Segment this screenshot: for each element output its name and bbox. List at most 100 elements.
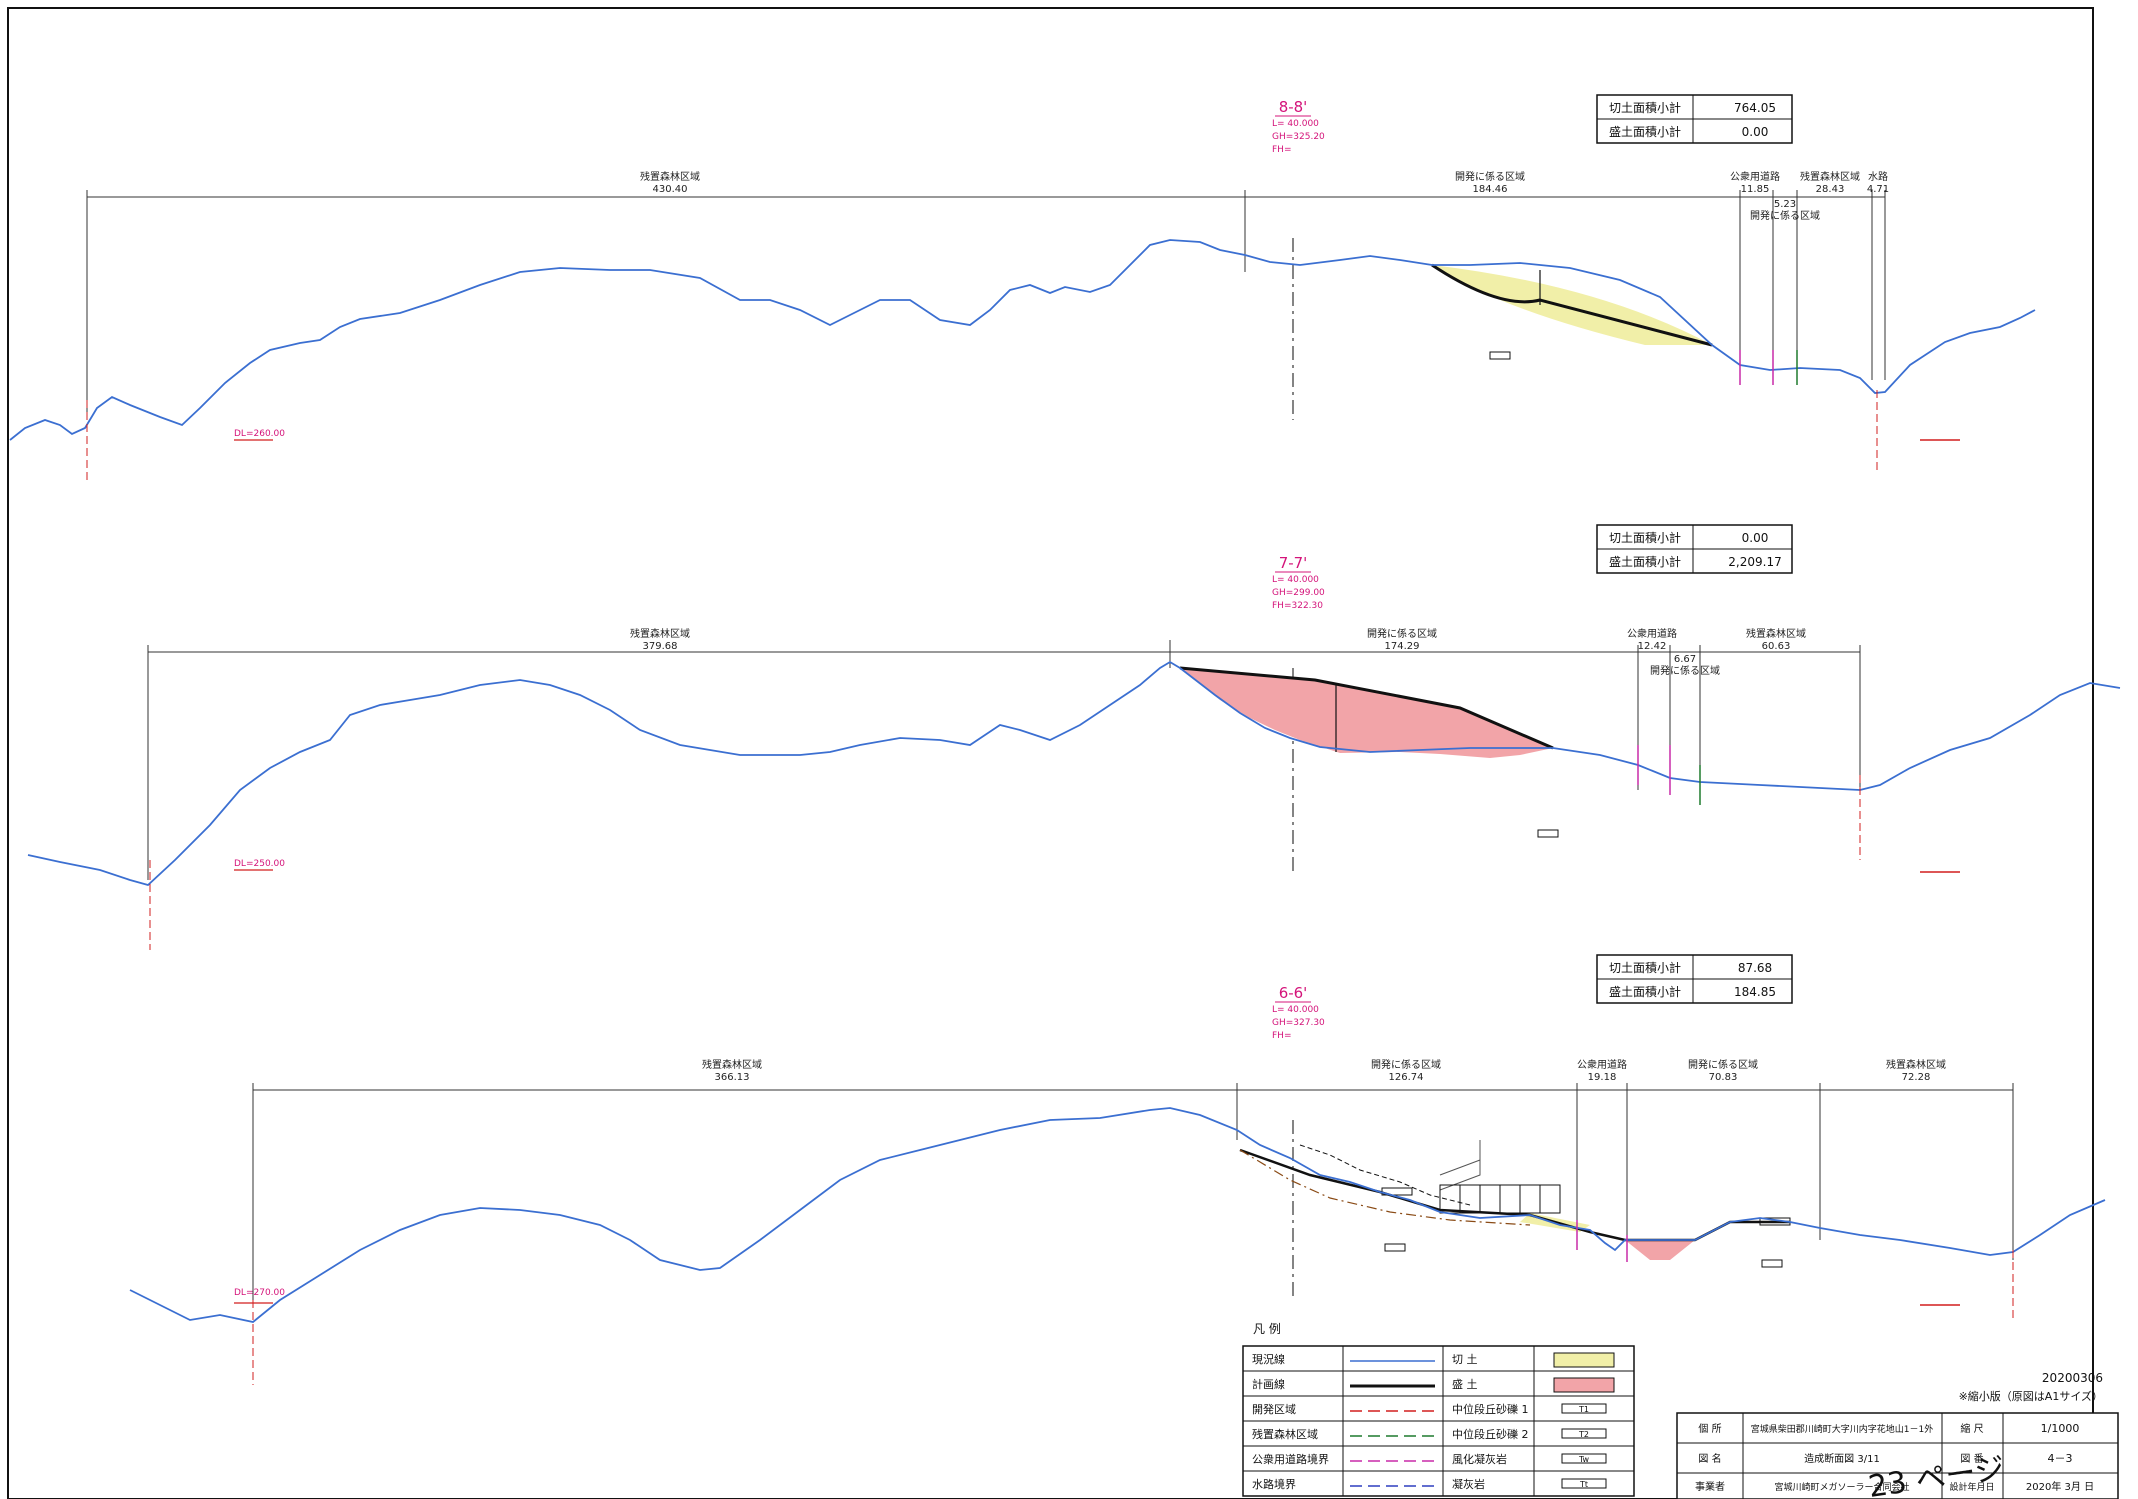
sheet-border (7, 7, 2094, 1499)
zone-label: 公衆用道路 (1730, 170, 1780, 183)
section-length: L= 40.000 (1272, 575, 1319, 585)
scale-value: 1/1000 (2041, 1422, 2080, 1435)
existing-ground-line (9, 239, 2036, 441)
cut-area (1432, 265, 1712, 345)
zone-distance: 12.42 (1638, 641, 1667, 652)
legend-tuff: 凝灰岩 (1452, 1477, 1485, 1491)
legend-water-boundary: 水路境界 (1252, 1477, 1296, 1491)
legend-plan-line: 計画線 (1252, 1377, 1285, 1391)
zone-distance: 11.85 (1741, 184, 1770, 195)
design-date-value: 2020年 3月 日 (2026, 1480, 2094, 1493)
zone-distance: 126.74 (1389, 1072, 1424, 1083)
existing-ground-line (129, 1107, 2106, 1323)
fill-area-value: 184.85 (1734, 985, 1776, 999)
zone-label: 残置森林区域 (1800, 170, 1860, 183)
drawing-name-value: 造成断面図 3/11 (1804, 1452, 1880, 1465)
geology-symbol (1537, 829, 1559, 838)
section-fh: FH=322.30 (1272, 601, 1323, 611)
scale-label: 縮 尺 (1960, 1422, 1983, 1435)
section-name: 7-7' (1279, 554, 1308, 572)
section-name: 6-6' (1279, 984, 1308, 1002)
fill-area-label: 盛土面積小計 (1609, 554, 1681, 569)
zone-label: 開発に係る区域 (1367, 627, 1437, 640)
section-7-7: 7-7' L= 40.000 GH=299.00 FH=322.30 切土面積小… (27, 524, 2121, 950)
cut-area-label: 切土面積小計 (1609, 530, 1681, 545)
zone-dimension-line (147, 640, 1861, 880)
fill-area (1625, 1240, 1695, 1260)
zone-label: 開発に係る区域 (1750, 209, 1820, 222)
zone-distance: 70.83 (1709, 1072, 1738, 1083)
area-summary-table: 切土面積小計 0.00 盛土面積小計 2,209.17 (1596, 524, 1793, 574)
zone-distance: 4.71 (1867, 184, 1889, 195)
section-gh: GH=299.00 (1272, 588, 1325, 598)
section-gh: GH=327.30 (1272, 1018, 1325, 1028)
drawing-name-label: 図 名 (1698, 1452, 1721, 1465)
legend: 凡 例 現況線 計画線 開発区域 残置森林区域 公衆用道路境界 水路境界 切 土… (1242, 1322, 1635, 1497)
cut-area-value: 87.68 (1738, 961, 1772, 975)
zone-label: 開発に係る区域 (1650, 664, 1720, 677)
zone-distance: 379.68 (643, 641, 678, 652)
geology-symbol (1761, 1259, 1783, 1268)
fill-area-label: 盛土面積小計 (1609, 984, 1681, 999)
zone-distance: 174.29 (1385, 641, 1420, 652)
zone-label: 水路 (1868, 170, 1888, 183)
zone-distance: 6.67 (1674, 654, 1696, 665)
drawing-date-code: 20200306 (2042, 1371, 2103, 1385)
section-gh: GH=325.20 (1272, 132, 1325, 142)
zone-label: 開発に係る区域 (1371, 1058, 1441, 1071)
zone-label: 残置森林区域 (1886, 1058, 1946, 1071)
legend-cut: 切 土 (1452, 1353, 1478, 1366)
legend-symbol: T1 (1578, 1405, 1589, 1414)
sheet-number-label: 図 番 (1960, 1453, 1983, 1465)
cut-area-value: 764.05 (1734, 101, 1776, 115)
existing-ground-line (27, 660, 2121, 887)
legend-existing-line: 現況線 (1252, 1352, 1285, 1366)
cut-area-label: 切土面積小計 (1609, 960, 1681, 975)
section-length: L= 40.000 (1272, 1005, 1319, 1015)
zone-distance: 19.18 (1588, 1072, 1617, 1083)
zone-distance: 28.43 (1816, 184, 1845, 195)
zone-label: 残置森林区域 (1746, 627, 1806, 640)
zone-label: 開発に係る区域 (1688, 1058, 1758, 1071)
area-summary-table: 切土面積小計 764.05 盛土面積小計 0.00 (1596, 94, 1793, 144)
geology-symbol (1489, 351, 1511, 360)
section-8-8: 8-8' L= 40.000 GH=325.20 FH= 切土面積小計 764.… (9, 94, 2036, 480)
legend-symbol: Tt (1579, 1480, 1588, 1489)
zone-label: 残置森林区域 (702, 1058, 762, 1071)
planned-line (1179, 666, 1554, 750)
zone-label: 残置森林区域 (640, 170, 700, 183)
zone-label: 開発に係る区域 (1455, 170, 1525, 183)
zone-dimension-line (252, 1083, 2014, 1305)
fill-area-value: 0.00 (1742, 125, 1769, 139)
geology-symbol (1384, 1243, 1406, 1252)
legend-weathered-tuff: 風化凝灰岩 (1452, 1452, 1507, 1466)
datum-level: DL=260.00 (234, 429, 285, 439)
legend-fill: 盛 土 (1452, 1377, 1478, 1391)
owner-value: 宮城川崎町メガソーラー合同会社 (1774, 1481, 1909, 1493)
fill-area (1180, 668, 1553, 758)
section-name: 8-8' (1279, 98, 1308, 116)
legend-dev-area: 開発区域 (1252, 1402, 1296, 1416)
title-block: 個 所 宮城県柴田郡川崎町大字川内字花地山1－1外 縮 尺 1/1000 図 名… (1676, 1412, 2119, 1499)
section-length: L= 40.000 (1272, 119, 1319, 129)
design-date-label: 設計年月日 (1949, 1481, 1994, 1493)
zone-distance: 72.28 (1902, 1072, 1931, 1083)
retaining-structure (1439, 1184, 1561, 1214)
sheet-number-value: 4－3 (2048, 1452, 2073, 1465)
zone-distance: 60.63 (1762, 641, 1791, 652)
section-6-6: 6-6' L= 40.000 GH=327.30 FH= 切土面積小計 87.6… (129, 954, 2106, 1385)
legend-gravel-1: 中位段丘砂礫 1 (1452, 1402, 1529, 1416)
cut-area-value: 0.00 (1742, 531, 1769, 545)
section-fh: FH= (1272, 145, 1292, 155)
zone-label: 残置森林区域 (630, 627, 690, 640)
zone-label: 公衆用道路 (1577, 1058, 1627, 1071)
zone-dimension-line (86, 190, 1886, 420)
zone-distance: 184.46 (1473, 184, 1508, 195)
legend-symbol: Tw (1578, 1455, 1590, 1464)
area-summary-table: 切土面積小計 87.68 盛土面積小計 184.85 (1596, 954, 1793, 1004)
location-label: 個 所 (1698, 1422, 1721, 1435)
reduced-size-note: ※縮小版（原図はA1サイズ） (1959, 1389, 2103, 1403)
zone-label: 公衆用道路 (1627, 627, 1677, 640)
section-fh: FH= (1272, 1031, 1292, 1041)
